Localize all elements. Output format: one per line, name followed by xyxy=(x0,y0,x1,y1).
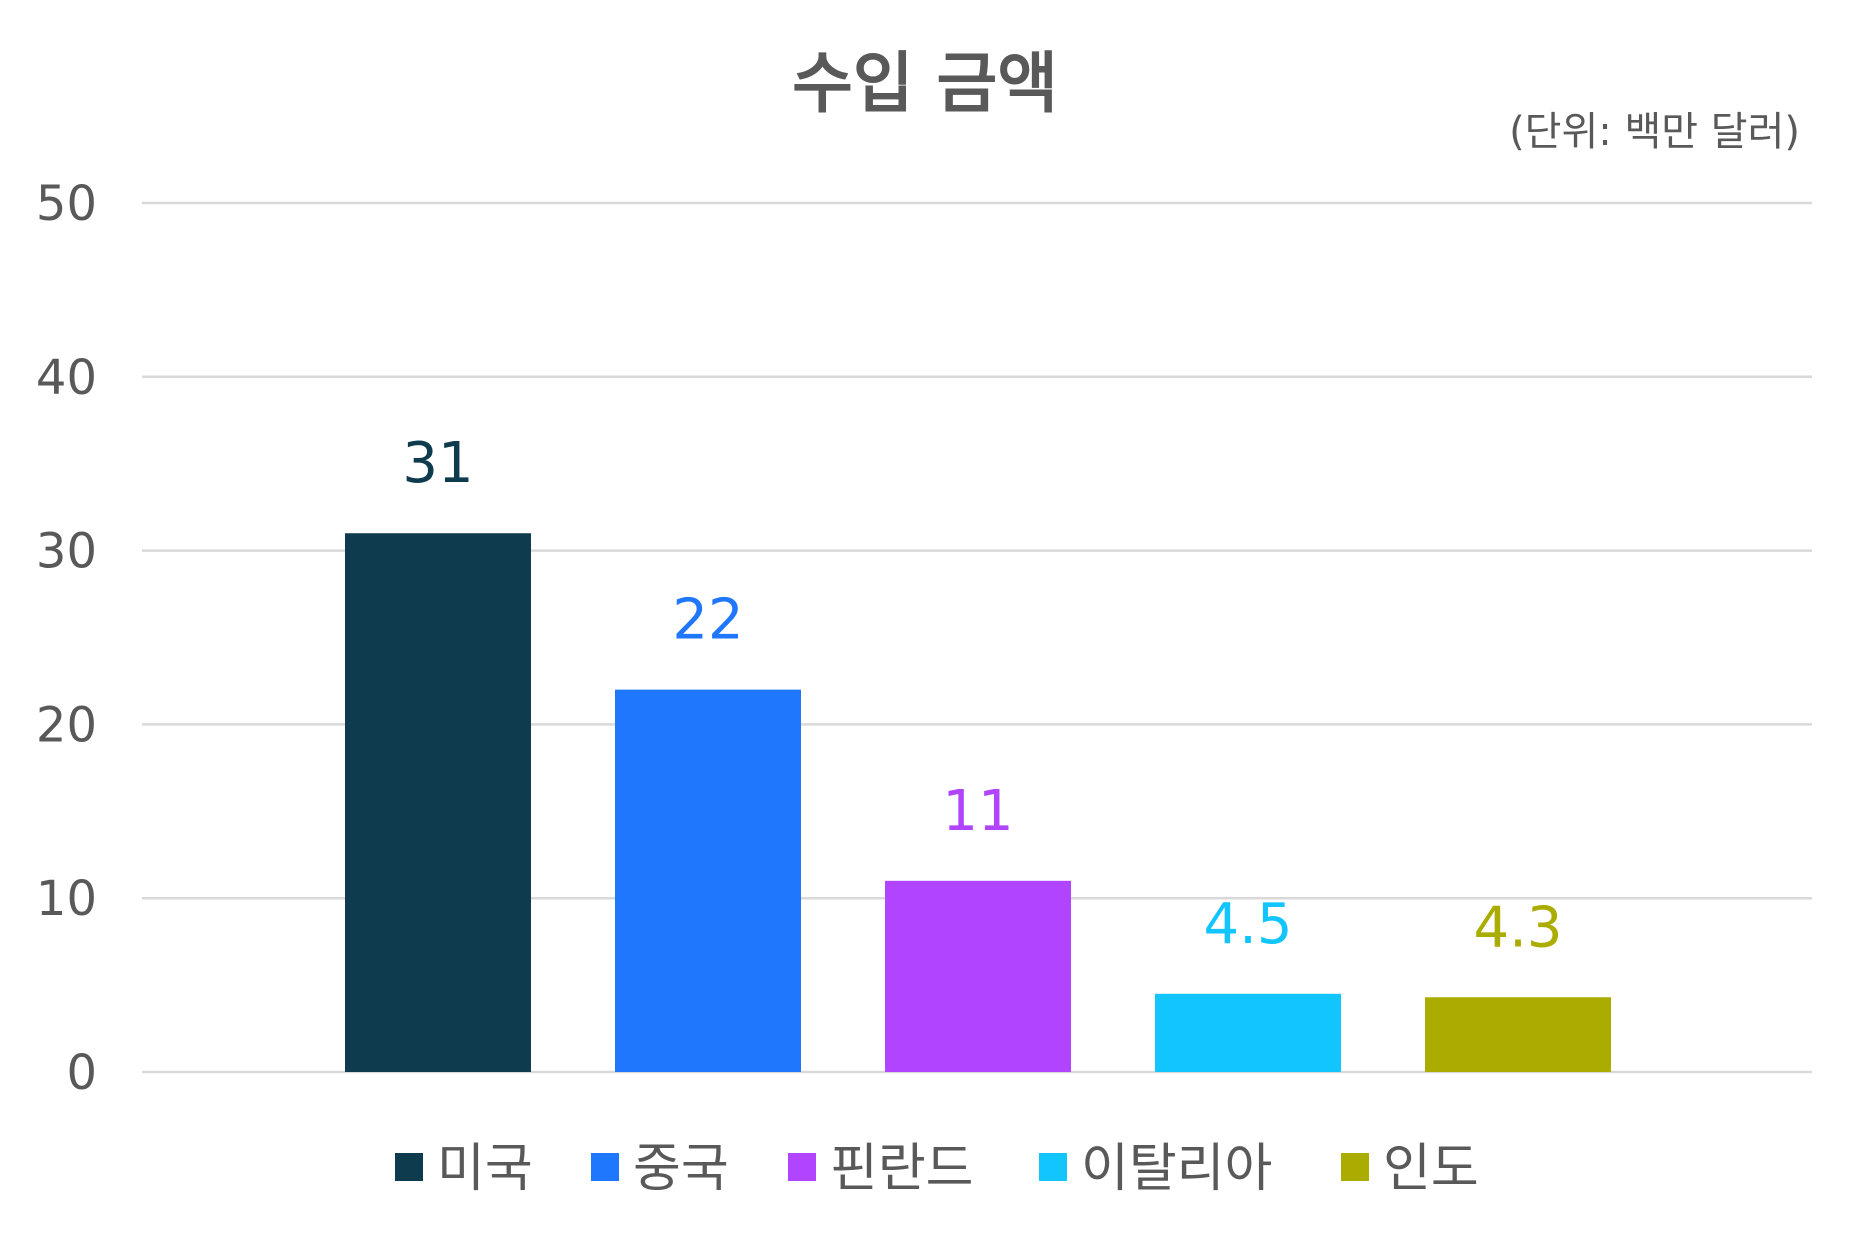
y-tick-label-40: 40 xyxy=(36,350,97,406)
unit-note: (단위: 백만 달러) xyxy=(1509,109,1800,155)
bars xyxy=(345,533,1611,1072)
data-label-2: 22 xyxy=(672,588,743,653)
y-tick-label-20: 20 xyxy=(36,697,97,753)
data-label-4: 4.5 xyxy=(1203,892,1292,957)
bar-2 xyxy=(615,689,801,1072)
data-labels: 31 22 11 4.5 4.3 xyxy=(402,431,1562,960)
legend-swatch-5 xyxy=(1341,1153,1369,1181)
data-label-3: 11 xyxy=(942,779,1013,844)
bar-1 xyxy=(345,533,531,1072)
legend-label-5: 인도 xyxy=(1383,1139,1479,1199)
legend-label-1: 미국 xyxy=(437,1139,533,1199)
legend: 미국 중국 핀란드 이탈리아 인도 xyxy=(395,1139,1479,1199)
bar-4 xyxy=(1155,993,1341,1072)
bar-3 xyxy=(885,880,1071,1072)
data-label-1: 31 xyxy=(402,431,473,496)
chart-title: 수입 금액 xyxy=(792,45,1058,122)
legend-label-4: 이탈리아 xyxy=(1081,1139,1272,1199)
y-tick-label-0: 0 xyxy=(66,1045,97,1101)
y-tick-label-50: 50 xyxy=(36,176,97,232)
legend-label-3: 핀란드 xyxy=(830,1139,974,1199)
y-axis: 0 10 20 30 40 50 xyxy=(36,176,97,1101)
data-label-5: 4.3 xyxy=(1473,895,1562,960)
legend-swatch-3 xyxy=(788,1153,816,1181)
y-tick-label-30: 30 xyxy=(36,524,97,580)
y-tick-label-10: 10 xyxy=(36,871,97,927)
legend-label-2: 중국 xyxy=(633,1139,729,1199)
legend-swatch-2 xyxy=(591,1153,619,1181)
legend-swatch-4 xyxy=(1039,1153,1067,1181)
legend-swatch-1 xyxy=(395,1153,423,1181)
bar-5 xyxy=(1425,997,1611,1072)
